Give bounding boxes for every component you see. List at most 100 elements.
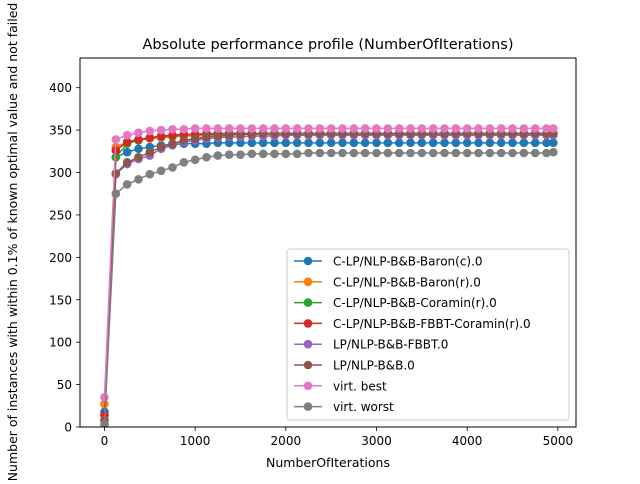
data-point — [508, 148, 517, 158]
data-point — [383, 124, 393, 133]
data-point — [145, 169, 155, 179]
y-tick-label: 0 — [64, 421, 72, 435]
legend-marker — [303, 339, 313, 349]
legend-label: C-LP/NLP-B&B-Coramin(r).0 — [333, 296, 497, 310]
data-point — [315, 138, 325, 148]
legend-label: LP/NLP-B&B.0 — [333, 359, 415, 373]
data-point — [145, 133, 155, 143]
data-point — [372, 138, 381, 148]
data-point — [156, 125, 166, 135]
chart-title: Absolute performance profile (NumberOfIt… — [142, 37, 513, 53]
data-point — [530, 148, 540, 158]
legend-marker — [303, 402, 313, 411]
y-tick-label: 400 — [49, 81, 72, 95]
data-point — [111, 169, 121, 178]
legend-marker — [303, 360, 313, 370]
legend-marker — [303, 381, 313, 391]
legend-marker — [303, 277, 313, 287]
data-point — [406, 138, 415, 148]
data-point — [190, 134, 200, 143]
legend-item: LP/NLP-B&B-FBBT.0 — [294, 338, 448, 352]
data-point — [360, 138, 370, 148]
data-point — [315, 148, 325, 158]
data-point — [462, 124, 472, 133]
data-point — [462, 148, 472, 158]
data-point — [156, 166, 166, 176]
data-point — [326, 138, 336, 148]
data-point — [462, 138, 472, 148]
data-point — [542, 124, 551, 133]
data-point — [134, 144, 143, 154]
data-point — [542, 138, 551, 148]
x-tick-label: 3000 — [361, 434, 392, 448]
data-point — [451, 138, 461, 148]
data-point — [292, 149, 302, 159]
data-point — [179, 158, 189, 167]
x-tick-label: 2000 — [271, 434, 302, 448]
data-point — [270, 124, 279, 133]
y-tick-label: 150 — [49, 293, 72, 307]
x-axis-label: NumberOfIterations — [266, 455, 390, 470]
series-layer — [100, 124, 558, 427]
data-point — [394, 138, 404, 148]
data-point — [213, 151, 223, 160]
legend-item: C-LP/NLP-B&B-Coramin(r).0 — [294, 296, 497, 310]
data-point — [383, 148, 393, 158]
data-point — [549, 147, 558, 157]
data-point — [179, 135, 189, 145]
data-point — [519, 124, 529, 133]
y-tick-label: 100 — [49, 336, 72, 350]
legend-item: LP/NLP-B&B.0 — [294, 359, 415, 373]
series-8 — [100, 147, 558, 427]
data-point — [394, 124, 404, 133]
data-point — [417, 148, 427, 158]
data-point — [519, 148, 529, 158]
data-point — [360, 148, 370, 158]
data-point — [122, 130, 132, 140]
data-point — [474, 148, 483, 158]
data-point — [440, 124, 449, 133]
series-7 — [100, 124, 558, 402]
data-point — [236, 130, 245, 139]
data-point — [440, 148, 449, 158]
data-point — [202, 132, 211, 142]
legend-label: C-LP/NLP-B&B-Baron(c).0 — [333, 255, 483, 269]
x-tick-label: 4000 — [452, 434, 483, 448]
data-point — [292, 124, 302, 133]
data-point — [168, 124, 177, 134]
data-point — [338, 148, 347, 158]
data-point — [349, 124, 359, 133]
data-point — [134, 152, 143, 162]
y-tick-label: 50 — [57, 378, 72, 392]
data-point — [258, 138, 268, 148]
data-point — [281, 149, 291, 159]
data-point — [542, 148, 551, 158]
x-tick-label: 5000 — [543, 434, 574, 448]
data-point — [451, 148, 461, 158]
data-point — [111, 189, 121, 199]
data-point — [236, 124, 245, 133]
legend-marker — [303, 298, 313, 307]
data-point — [145, 126, 155, 136]
data-point — [111, 135, 121, 144]
data-point — [224, 150, 234, 159]
data-point — [145, 147, 155, 157]
y-axis: 0 50 100 150 200 250 300 350 400 — [49, 81, 80, 435]
y-axis-label: Number of instances with within 0.1% of … — [5, 3, 20, 480]
legend-item: virt. worst — [294, 400, 394, 414]
data-point — [304, 138, 313, 148]
data-point — [474, 138, 483, 148]
data-point — [270, 149, 279, 159]
legend: C-LP/NLP-B&B-Baron(c).0 C-LP/NLP-B&B-Baro… — [286, 248, 570, 421]
data-point — [485, 138, 495, 148]
legend-item: C-LP/NLP-B&B-Baron(c).0 — [294, 255, 483, 269]
data-point — [338, 138, 347, 148]
y-tick-label: 250 — [49, 208, 72, 222]
data-point — [519, 138, 529, 148]
data-point — [530, 138, 540, 148]
data-point — [179, 124, 189, 134]
data-point — [270, 138, 279, 148]
data-point — [496, 148, 506, 158]
data-point — [485, 124, 495, 133]
